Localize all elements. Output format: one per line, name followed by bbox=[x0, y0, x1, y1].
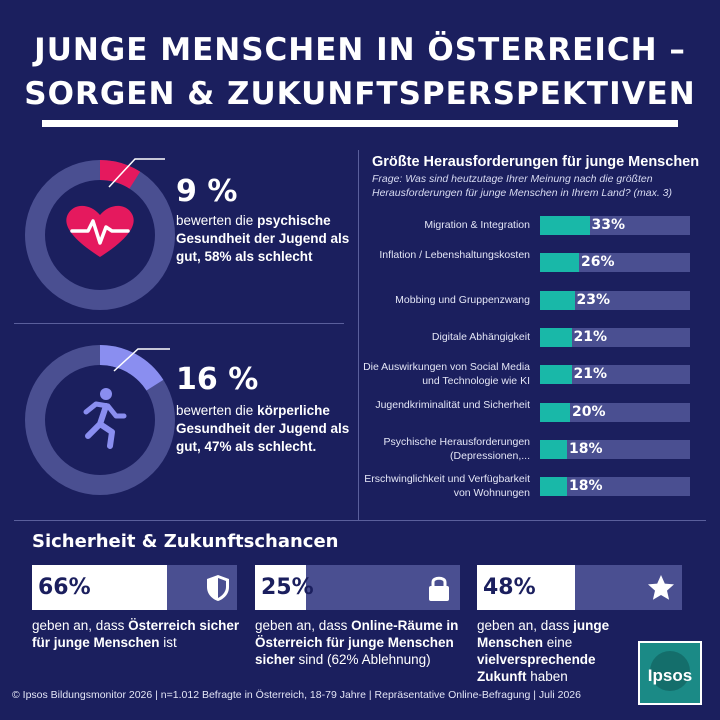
bar-category-label: Inflation / Lebenshaltungskosten bbox=[379, 249, 530, 262]
bar-value-label: 26% bbox=[581, 254, 615, 271]
bar bbox=[540, 216, 590, 235]
security-card-1: 66% bbox=[32, 565, 237, 610]
title-line-1: JUNGE MENSCHEN IN ÖSTERREICH – bbox=[34, 32, 686, 68]
bar-value-label: 20% bbox=[572, 403, 606, 420]
challenges-question: Frage: Was sind heutzutage Ihrer Meinung… bbox=[372, 173, 672, 199]
bar-track: 26% bbox=[540, 253, 690, 273]
bar-track: 18% bbox=[540, 439, 690, 459]
bar bbox=[540, 439, 567, 459]
logo-text: Ipsos bbox=[648, 666, 692, 685]
bar-category-label: Psychische Herausforderungen (Depression… bbox=[383, 435, 531, 462]
bar-track: 33% bbox=[540, 216, 690, 235]
bar-value-label: 21% bbox=[573, 328, 608, 345]
stat-psychische-value: 9 % bbox=[176, 174, 238, 209]
donut-arc-psychische bbox=[25, 160, 175, 310]
bar-track: 21% bbox=[540, 365, 690, 385]
bar-track: 23% bbox=[540, 290, 690, 310]
bar-category-label: Digitale Abhängigkeit bbox=[431, 330, 530, 343]
shield-icon bbox=[207, 575, 229, 601]
running-person-icon bbox=[83, 388, 127, 449]
title-underline bbox=[42, 120, 678, 127]
callout-line-2 bbox=[113, 348, 170, 372]
koerperliche-donut bbox=[25, 345, 175, 495]
card-fill bbox=[32, 565, 168, 610]
security-card-3: 48% bbox=[477, 565, 682, 610]
bar-category-label: Die Auswirkungen von Social Media und Te… bbox=[363, 361, 530, 388]
left-divider bbox=[14, 323, 344, 324]
bar-category-label: Jugendkriminalität und Sicherheit bbox=[375, 398, 530, 411]
security-card-2: 25% bbox=[255, 565, 460, 610]
stat-koerperliche-value: 16 % bbox=[176, 362, 259, 397]
card-value: 66% bbox=[38, 575, 91, 600]
bottom-divider bbox=[14, 520, 706, 521]
bar-category-label: Migration & Integration bbox=[424, 219, 530, 231]
card-value: 48% bbox=[483, 575, 536, 600]
bar-track: 20% bbox=[540, 402, 690, 422]
bar bbox=[540, 290, 575, 310]
security-title: Sicherheit & Zukunftschancen bbox=[32, 531, 339, 552]
donut-arc-koerperliche bbox=[25, 345, 175, 495]
heart-pulse-icon bbox=[66, 205, 134, 257]
bar-value-label: 23% bbox=[576, 291, 611, 308]
bar bbox=[540, 253, 579, 273]
security-card-3-text: geben an, dass junge Menschen eine vielv… bbox=[477, 618, 610, 684]
security-card-1-text: geben an, dass Österreich sicher für jun… bbox=[32, 618, 240, 650]
bar-track: 21% bbox=[540, 327, 690, 347]
card-fill bbox=[255, 565, 307, 610]
footer-note: © Ipsos Bildungsmonitor 2026 | n=1.012 B… bbox=[12, 689, 581, 701]
psychische-donut bbox=[25, 160, 175, 310]
ipsos-logo: Ipsos bbox=[638, 641, 702, 705]
bar bbox=[540, 402, 570, 422]
card-fill bbox=[477, 565, 576, 610]
title-line-2: SORGEN & ZUKUNFTSPERSPEKTIVEN bbox=[24, 76, 696, 112]
vertical-divider bbox=[358, 150, 359, 520]
star-icon bbox=[648, 575, 674, 600]
bar bbox=[540, 477, 567, 497]
challenges-title: Größte Herausforderungen für junge Mensc… bbox=[372, 154, 700, 170]
bar-value-label: 33% bbox=[591, 217, 626, 233]
security-card-2-text: geben an, dass Online-Räume in Österreic… bbox=[255, 618, 459, 667]
card-value: 25% bbox=[261, 575, 314, 600]
lock-icon bbox=[429, 576, 449, 601]
page-title: JUNGE MENSCHEN IN ÖSTERREICH – SORGEN & … bbox=[0, 28, 720, 116]
bar-category-label: Erschwinglichkeit und Verfügbarkeit von … bbox=[364, 473, 530, 500]
bar-category-label: Mobbing und Gruppenzwang bbox=[395, 293, 530, 306]
stat-koerperliche-text: bewerten die körperliche Gesundheit der … bbox=[176, 403, 350, 454]
bar bbox=[540, 365, 572, 385]
stat-psychische-text: bewerten die psychische Gesundheit der J… bbox=[176, 213, 350, 264]
bar-value-label: 21% bbox=[573, 366, 608, 383]
bar-track: 18% bbox=[540, 477, 690, 497]
bar bbox=[540, 327, 572, 347]
bar-value-label: 18% bbox=[569, 478, 603, 495]
callout-line-1 bbox=[108, 158, 165, 188]
bar-value-label: 18% bbox=[569, 440, 603, 457]
